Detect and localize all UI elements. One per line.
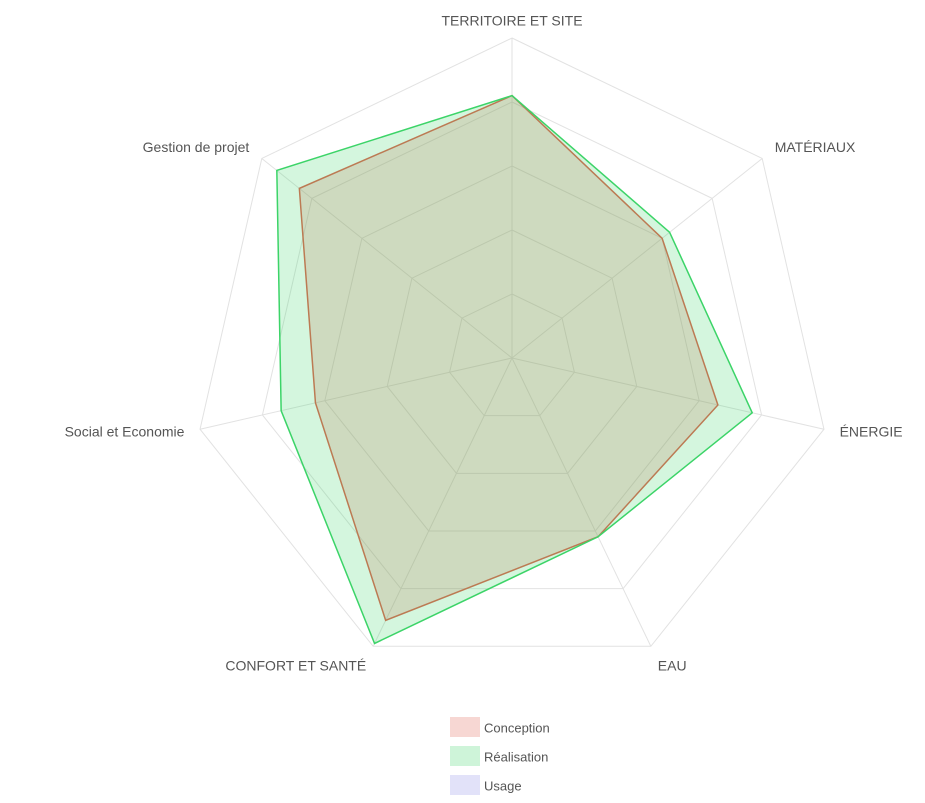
axis-label: CONFORT ET SANTÉ [225,657,366,673]
axis-label: EAU [658,657,687,673]
spoke [372,357,513,647]
axis-labels: TERRITOIRE ET SITE MATÉRIAUX ÉNERGIE EAU CON… [65,13,903,674]
legend-label: Conception [484,720,550,735]
legend-swatch [450,746,480,766]
plot-area [276,94,754,645]
axis-label: MATÉRIAUX [775,139,856,155]
legend-swatch [450,775,480,795]
grid [199,37,825,647]
legend-label: Usage [484,778,522,793]
spoke [511,158,763,359]
legend-swatch [450,717,480,737]
spoke [511,357,825,430]
axis-label: ÉNERGIE [840,423,903,439]
grid-ring [324,165,700,532]
series-area [276,94,754,645]
legend-label: Réalisation [484,749,548,764]
spoke [261,158,513,359]
grid-ring [261,101,763,590]
grid-ring [199,37,825,647]
legend: Conception Réalisation Usage [450,717,550,795]
axis-label: Social et Economie [65,423,185,439]
axis-label: TERRITOIRE ET SITE [441,13,582,29]
axis-label: Gestion de projet [143,139,250,155]
spoke [511,357,652,647]
grid-ring [386,229,638,474]
series-area [298,94,719,622]
spoke [199,357,513,430]
grid-ring [449,293,575,417]
